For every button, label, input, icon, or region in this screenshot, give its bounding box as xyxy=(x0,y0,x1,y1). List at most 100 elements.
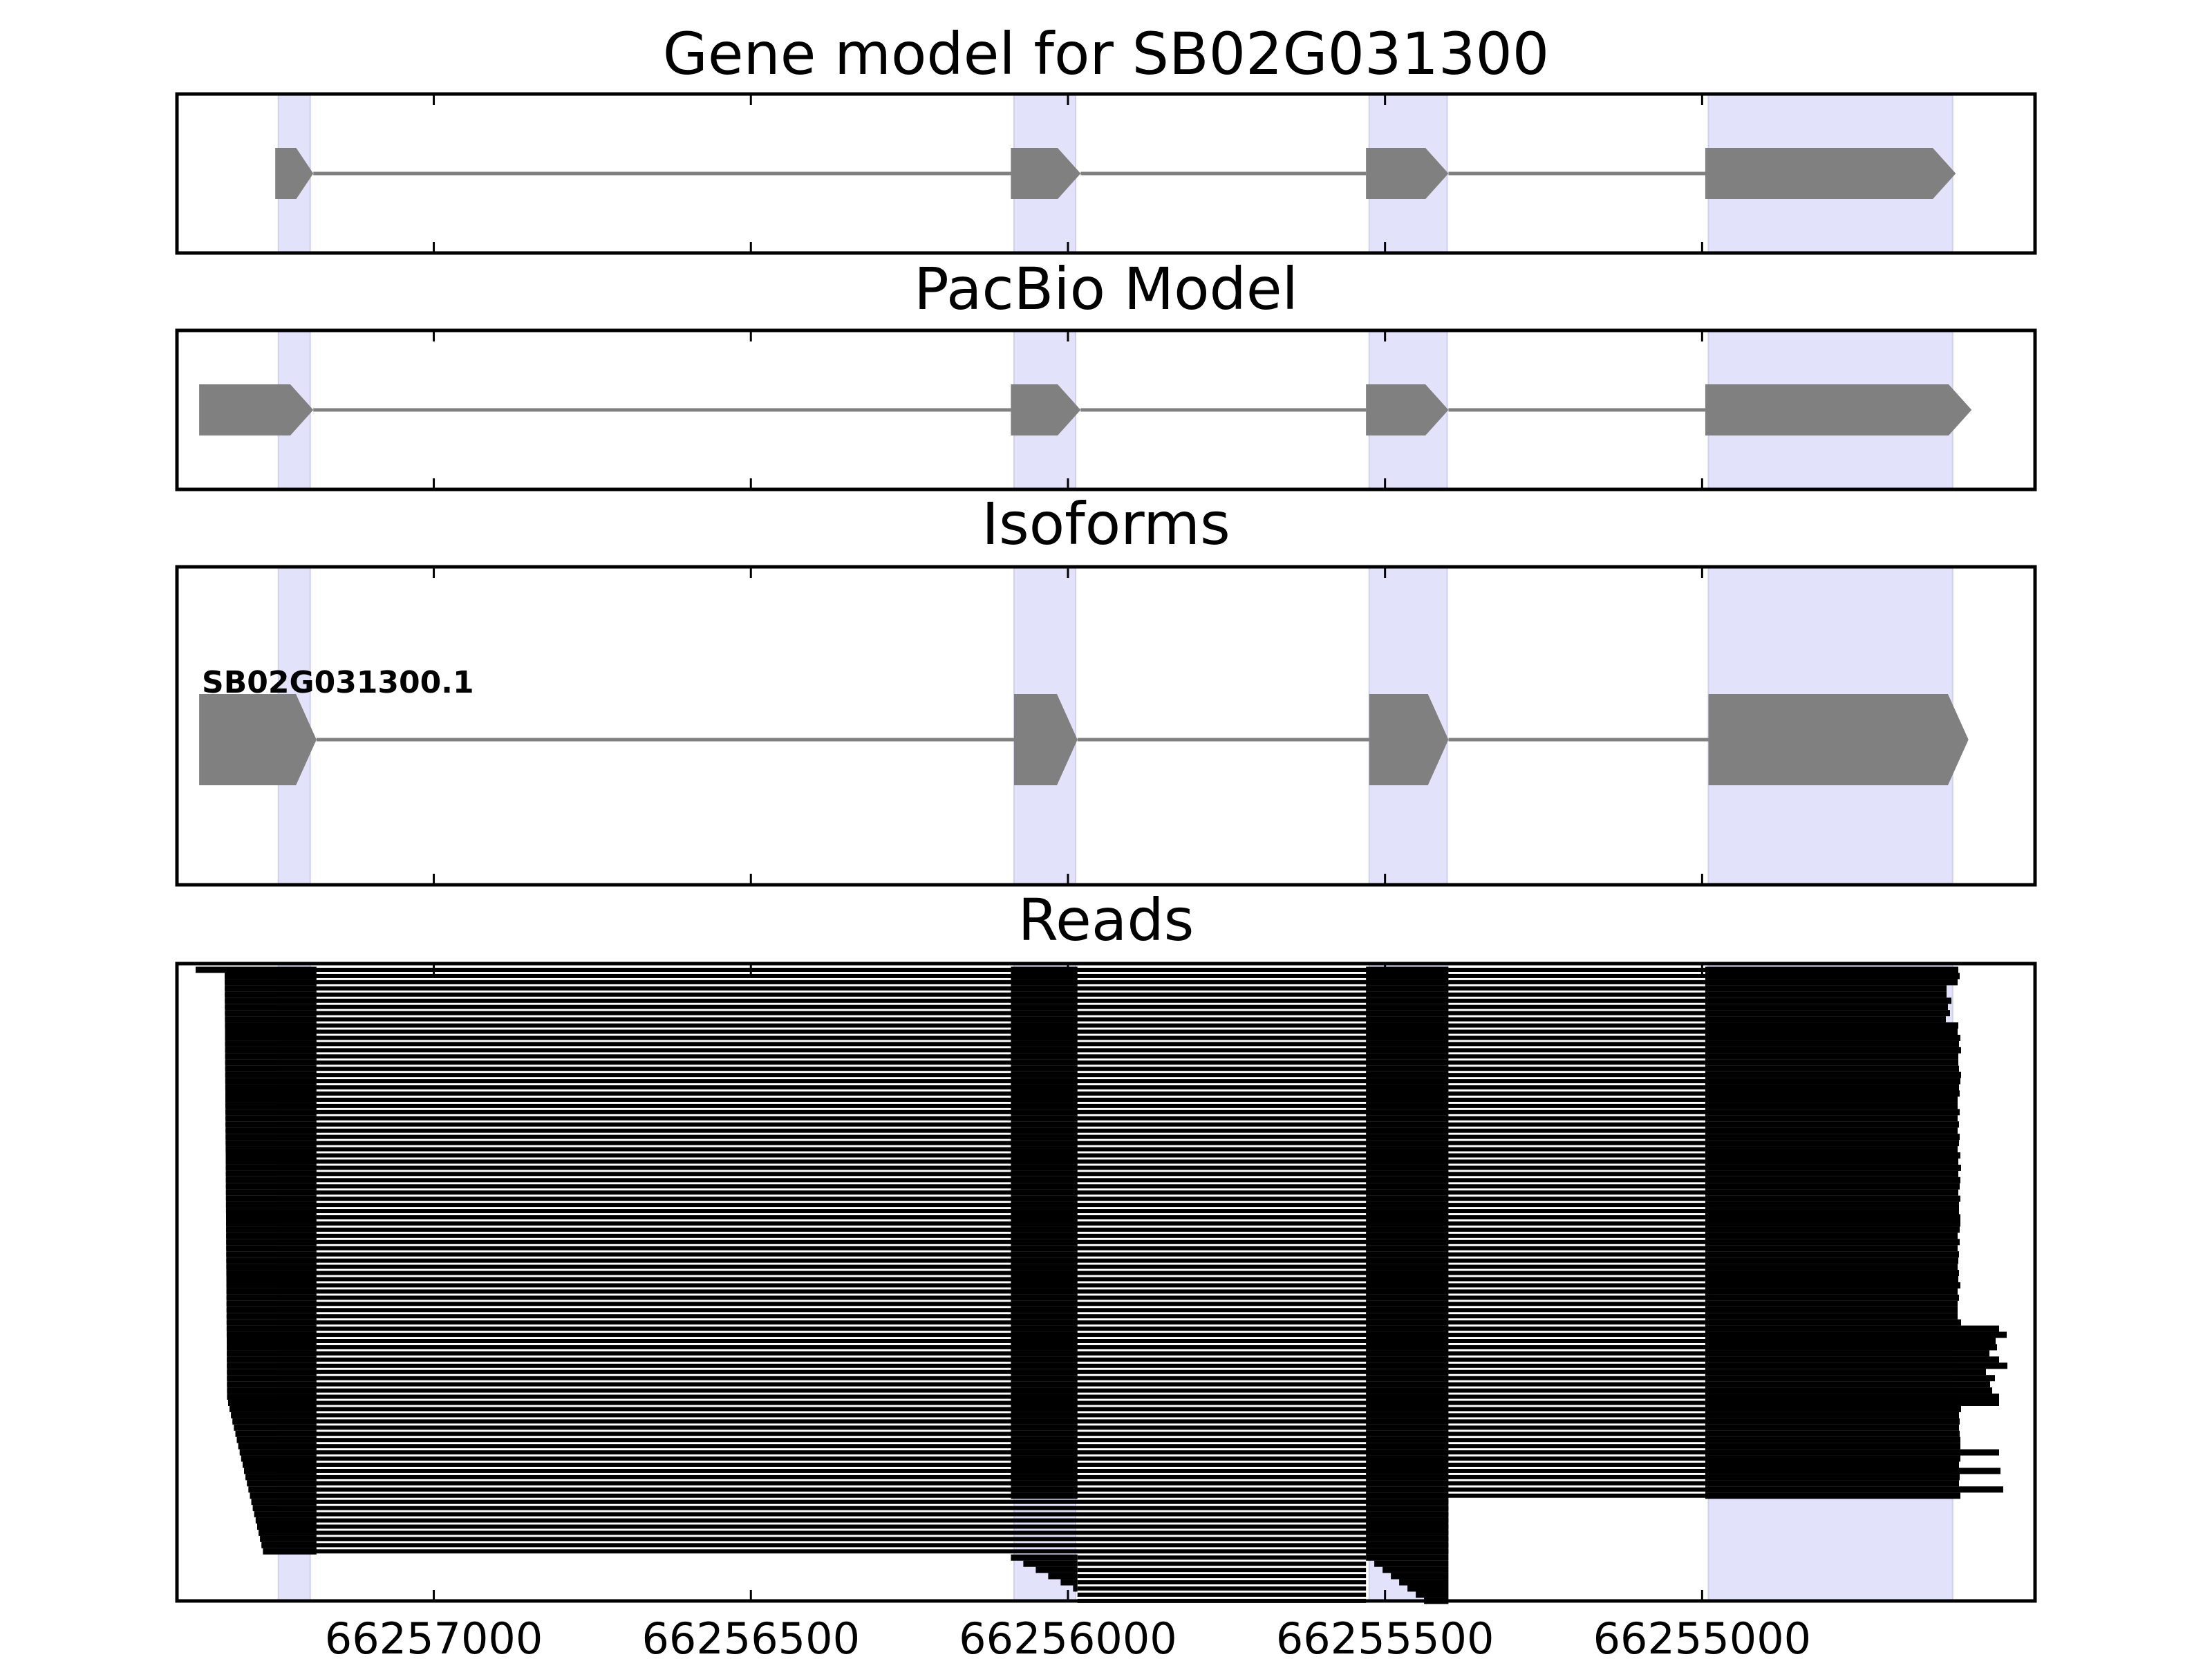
read-29-exon-4 xyxy=(1705,1140,1959,1147)
read-95-exon-3 xyxy=(1366,1548,1449,1555)
read-50-exon-2 xyxy=(1011,1270,1078,1277)
read-52-line xyxy=(226,1283,1705,1288)
read-59-exon-1 xyxy=(226,1325,317,1332)
read-74-exon-2 xyxy=(1011,1418,1078,1425)
read-38-exon-4 xyxy=(1705,1195,1960,1202)
read-82-exon-1 xyxy=(244,1468,317,1474)
reads-panel: Reads xyxy=(175,886,2037,1604)
read-63-exon-2 xyxy=(1011,1350,1078,1357)
read-46-exon-3 xyxy=(1366,1245,1449,1252)
read-52-exon-2 xyxy=(1011,1282,1078,1288)
read-41-line xyxy=(226,1215,1705,1219)
read-34-line xyxy=(225,1172,1705,1177)
read-10-line xyxy=(225,1023,1705,1028)
read-75-exon-2 xyxy=(1011,1424,1078,1431)
read-65-exon-2 xyxy=(1011,1362,1078,1369)
read-24-line xyxy=(225,1109,1705,1114)
read-55-exon-1 xyxy=(226,1300,317,1307)
read-68-exon-1 xyxy=(227,1381,317,1388)
read-83-exon-2 xyxy=(1011,1474,1078,1481)
gene-model-panel: Gene model for SB02G031300 xyxy=(175,20,2037,255)
pacbio-ticks xyxy=(433,330,1703,489)
read-68-exon-3 xyxy=(1366,1381,1449,1388)
read-86-line xyxy=(250,1493,1705,1498)
read-1-exon-4 xyxy=(1705,966,1958,973)
read-83-exon-3 xyxy=(1366,1474,1449,1481)
read-16-exon-1 xyxy=(225,1059,317,1066)
read-2-exon-3 xyxy=(1366,973,1449,980)
read-1-exon-1 xyxy=(196,966,317,973)
read-18-exon-1 xyxy=(225,1071,317,1078)
gene-model-frame xyxy=(175,92,2037,255)
read-30-exon-1 xyxy=(225,1146,317,1153)
read-93-exon-1 xyxy=(260,1535,317,1542)
read-12-exon-2 xyxy=(1011,1034,1078,1041)
gene-model-track xyxy=(275,148,1956,199)
read-33-exon-3 xyxy=(1366,1164,1449,1171)
read-44-exon-1 xyxy=(226,1232,317,1239)
trailing-read-6-exon-2 xyxy=(1073,1585,1078,1592)
read-26-exon-1 xyxy=(225,1121,317,1128)
read-52-exon-1 xyxy=(226,1282,317,1288)
read-77-exon-4 xyxy=(1705,1436,1960,1443)
read-27-exon-1 xyxy=(225,1127,317,1134)
read-46-exon-2 xyxy=(1011,1245,1078,1252)
read-59-line xyxy=(226,1327,1705,1331)
trailing-read-2-line xyxy=(1077,1562,1367,1566)
read-15-exon-2 xyxy=(1011,1053,1078,1060)
isoform-exon-1 xyxy=(199,694,317,785)
read-92-exon-3 xyxy=(1366,1529,1449,1536)
read-22-exon-1 xyxy=(225,1096,317,1103)
read-93-exon-3 xyxy=(1366,1535,1449,1542)
read-61-exon-1 xyxy=(227,1338,317,1344)
read-79-line xyxy=(239,1450,1705,1455)
read-78-exon-1 xyxy=(238,1443,317,1450)
read-32-exon-2 xyxy=(1011,1158,1078,1165)
read-47-line xyxy=(226,1252,1705,1257)
read-64-line xyxy=(227,1357,1705,1362)
read-39-exon-1 xyxy=(225,1201,317,1208)
read-9-line xyxy=(225,1017,1705,1022)
read-62-line xyxy=(227,1344,1705,1349)
read-49-exon-4 xyxy=(1705,1264,1958,1271)
read-89-exon-3 xyxy=(1366,1511,1449,1518)
x-tick-label-4: 66255500 xyxy=(1276,1613,1494,1659)
x-tick-label-5: 66255000 xyxy=(1593,1613,1812,1659)
read-38-exon-1 xyxy=(225,1195,317,1202)
read-53-exon-3 xyxy=(1366,1288,1449,1295)
read-70-exon-3 xyxy=(1366,1394,1449,1400)
trailing-read-5-exon-3 xyxy=(1399,1579,1449,1586)
read-20-line xyxy=(225,1085,1705,1090)
read-61-exon-4 xyxy=(1705,1338,1996,1344)
trailing-read-2-exon-2 xyxy=(1023,1560,1078,1567)
read-81-exon-1 xyxy=(243,1461,317,1468)
read-24-exon-2 xyxy=(1011,1109,1078,1116)
read-6-exon-3 xyxy=(1366,997,1449,1004)
read-45-line xyxy=(226,1239,1705,1244)
read-82-line xyxy=(244,1468,1705,1473)
read-7-exon-1 xyxy=(225,1004,317,1011)
read-17-exon-2 xyxy=(1011,1065,1078,1072)
read-48-line xyxy=(226,1258,1705,1263)
read-54-exon-4 xyxy=(1705,1294,1959,1301)
read-76-line xyxy=(235,1432,1705,1436)
read-83-exon-1 xyxy=(245,1474,317,1481)
read-70-exon-4 xyxy=(1705,1394,1999,1400)
read-53-exon-2 xyxy=(1011,1288,1078,1295)
read-41-exon-1 xyxy=(226,1214,317,1221)
read-57-exon-4 xyxy=(1705,1313,1958,1320)
read-69-exon-4 xyxy=(1705,1387,1992,1394)
read-38-exon-2 xyxy=(1011,1195,1078,1202)
read-26-line xyxy=(225,1122,1705,1127)
read-83-line xyxy=(245,1474,1705,1479)
read-22-exon-3 xyxy=(1366,1096,1449,1103)
read-6-line xyxy=(225,998,1705,1003)
read-44-exon-3 xyxy=(1366,1232,1449,1239)
read-75-line xyxy=(234,1425,1705,1430)
read-54-exon-2 xyxy=(1011,1294,1078,1301)
read-11-exon-1 xyxy=(225,1029,317,1035)
read-63-exon-4 xyxy=(1705,1350,1989,1357)
read-14-exon-2 xyxy=(1011,1047,1078,1053)
read-8-line xyxy=(225,1011,1705,1015)
read-67-exon-2 xyxy=(1011,1375,1078,1382)
